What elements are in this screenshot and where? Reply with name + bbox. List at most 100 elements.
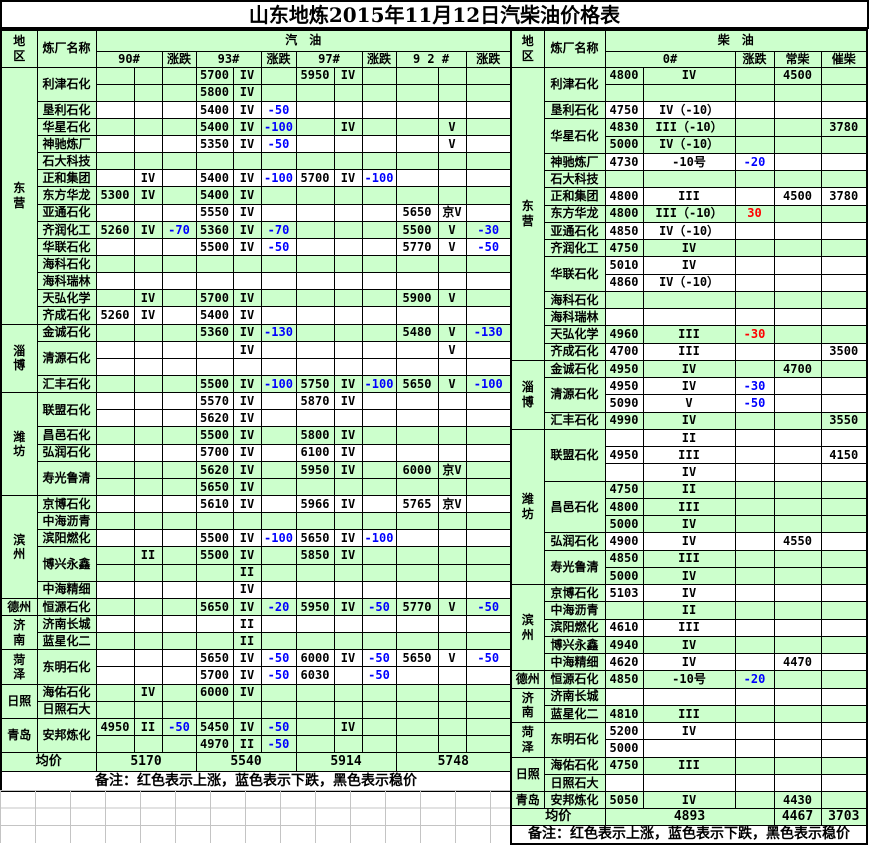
refinery-name-cell: 海科石化	[36, 255, 97, 274]
change-93-cell: -100	[260, 117, 297, 137]
price-97-cell	[295, 100, 335, 119]
grade-92-cell	[437, 717, 467, 736]
table-row: 垦利石化 5400 IV -50	[1, 100, 512, 119]
grade-93-cell: IV	[232, 546, 262, 565]
price-0-cell: 4700	[604, 342, 644, 361]
change-97-cell	[361, 683, 397, 702]
change-0-cell	[734, 566, 775, 586]
change-92-cell	[465, 83, 512, 102]
grade-97-cell	[333, 409, 363, 428]
price-92-cell	[395, 272, 439, 291]
change-90-cell	[161, 289, 197, 308]
price-0-cell: 4800	[604, 66, 644, 85]
table-row: 石大科技	[511, 169, 868, 189]
price-90-cell	[95, 477, 135, 497]
cuichai-cell: 3780	[820, 187, 868, 206]
table-row: 正和集团 4800 III 4500 3780	[511, 187, 868, 206]
change-0-cell	[734, 411, 775, 430]
change-0-cell	[734, 83, 775, 103]
table-row: 蓝星化二 II	[1, 632, 512, 651]
price-92-cell	[395, 66, 439, 85]
cuichai-cell	[820, 273, 868, 292]
grade-0-cell	[642, 773, 736, 793]
diesel-section-header: 柴 油	[604, 29, 868, 52]
price-93-cell: 5400	[195, 117, 234, 137]
change-0-cell	[734, 739, 775, 758]
price-92-cell	[395, 546, 439, 565]
refinery-name-cell: 弘润石化	[36, 443, 97, 462]
change-92-cell: -30	[465, 220, 512, 239]
table-row: 日照石大	[511, 773, 868, 793]
change-92-cell	[465, 666, 512, 685]
cuichai-cell	[820, 497, 868, 517]
change-0-cell	[734, 549, 775, 568]
grade-93-header: 93#	[195, 50, 262, 68]
price-93-cell	[195, 512, 234, 531]
grade-93-cell: IV	[232, 392, 262, 411]
cuichai-cell	[820, 739, 868, 758]
refinery-name-cell: 中海沥青	[36, 512, 97, 531]
change-90-cell	[161, 460, 197, 479]
average-0: 4893	[604, 808, 775, 827]
change-92-cell	[465, 734, 512, 754]
refinery-name-cell: 日照石大	[36, 700, 97, 719]
grade-90-cell	[133, 100, 163, 119]
change-90-cell	[161, 203, 197, 222]
price-97-cell	[295, 323, 335, 342]
price-90-cell	[95, 632, 135, 651]
price-97-cell: 5870	[295, 392, 335, 411]
change-93-cell: -50	[260, 100, 297, 119]
grade-0-cell: IV（-10）	[642, 135, 736, 154]
grade-92-cell	[437, 100, 467, 119]
grade-0-cell: III	[642, 756, 736, 775]
legend-note: 备注：红色表示上涨，蓝色表示下跌，黑色表示稳价	[0, 771, 512, 792]
grade-90-cell: II	[133, 717, 163, 736]
changchai-cell	[773, 221, 822, 241]
refinery-name-cell: 垦利石化	[36, 100, 97, 119]
price-93-cell	[195, 632, 234, 651]
change-0-cell	[734, 618, 775, 637]
change-93-cell	[260, 700, 297, 719]
price-0-cell: 4950	[604, 359, 644, 379]
grade-90-cell: IV	[133, 220, 163, 239]
gasoline-note-row: 备注：红色表示上涨，蓝色表示下跌，黑色表示稳价	[0, 771, 512, 792]
change-93-cell: -50	[260, 237, 297, 257]
grade-97-cell: IV	[333, 169, 363, 188]
price-0-cell: 5090	[604, 394, 644, 413]
change-97-cell	[361, 66, 397, 85]
table-row: 滨 州京博石化 5103 IV	[510, 583, 868, 672]
table-row: 中海沥青	[1, 512, 512, 531]
price-93-cell: 5570	[195, 392, 234, 411]
price-93-cell	[195, 563, 234, 582]
change-97-cell: -100	[361, 529, 397, 548]
change-93-cell	[260, 477, 297, 497]
price-97-cell: 5800	[295, 426, 335, 445]
change-97-cell: -100	[361, 169, 397, 188]
change-92-cell	[465, 614, 512, 634]
cuichai-cell	[820, 135, 868, 154]
refinery-name-cell: 正和集团	[543, 187, 606, 206]
change-0-cell	[734, 497, 775, 517]
grade-97-header: 97#	[295, 50, 363, 68]
grade-93-cell: IV	[232, 289, 262, 308]
change-0-cell: -30	[734, 325, 775, 344]
change-93-cell	[260, 563, 297, 582]
price-90-cell	[95, 700, 135, 719]
refinery-name-cell: 齐成石化	[543, 342, 606, 361]
change-90-cell	[161, 392, 197, 411]
price-90-cell	[95, 203, 135, 222]
price-92-cell	[395, 666, 439, 685]
price-0-cell: 4800	[604, 497, 644, 517]
changchai-cell	[773, 428, 822, 448]
price-0-cell: 4900	[604, 532, 644, 551]
price-93-cell: 5700	[195, 666, 234, 685]
table-row: 5000 IV（-10）	[511, 135, 868, 154]
changchai-cell	[773, 721, 822, 741]
grade-92-cell	[437, 169, 467, 188]
change-93-cell	[260, 460, 297, 479]
grade-0-cell: III（-10）	[642, 118, 736, 137]
region-cell: 日照	[510, 756, 545, 792]
grade-93-cell: IV	[232, 495, 262, 514]
cuichai-cell	[820, 394, 868, 413]
price-92-cell	[395, 614, 439, 634]
